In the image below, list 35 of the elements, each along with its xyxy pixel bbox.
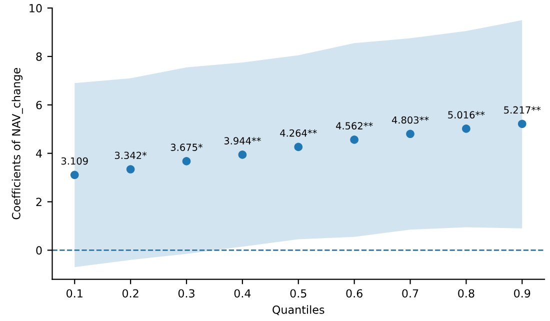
x-tick-label: 0.3	[178, 289, 194, 298]
y-tick-label: 10	[30, 4, 42, 12]
x-tick-label: 0.9	[514, 289, 530, 298]
x-tick-label: 0.7	[402, 289, 418, 298]
x-tick-label: 0.4	[234, 289, 251, 298]
y-axis-title: Coefficients of NAV_change	[12, 68, 23, 220]
y-tick-label: 4	[36, 149, 42, 158]
data-label: 3.342*	[114, 152, 147, 160]
point	[350, 136, 358, 144]
point	[294, 142, 303, 152]
point	[126, 165, 135, 174]
x-tick-label: 0.5	[290, 289, 306, 298]
point	[462, 124, 470, 133]
data-label: 5.016**	[448, 111, 485, 119]
x-tick-label: 0.2	[122, 289, 138, 298]
point	[518, 120, 526, 128]
x-tick-label: 0.1	[66, 289, 82, 298]
data-label: 4.264**	[280, 129, 317, 137]
y-tick-label: 2	[36, 198, 42, 206]
point	[70, 170, 79, 180]
x-tick-label: 0.8	[458, 289, 474, 298]
x-tick-label: 0.6	[346, 289, 362, 298]
data-label: 5.217**	[504, 106, 541, 114]
point	[182, 157, 191, 166]
point	[238, 150, 247, 159]
y-tick-label: 0	[36, 246, 42, 255]
x-axis-title: Quantiles	[272, 305, 324, 316]
data-label: 4.562**	[336, 122, 373, 130]
data-label: 3.675*	[170, 144, 203, 151]
data-label: 3.944**	[224, 137, 261, 144]
point	[406, 130, 414, 138]
data-label: 3.109	[61, 157, 88, 165]
y-tick-label: 8	[36, 52, 42, 61]
data-label: 4.803**	[392, 116, 429, 124]
y-tick-label: 6	[36, 100, 42, 110]
